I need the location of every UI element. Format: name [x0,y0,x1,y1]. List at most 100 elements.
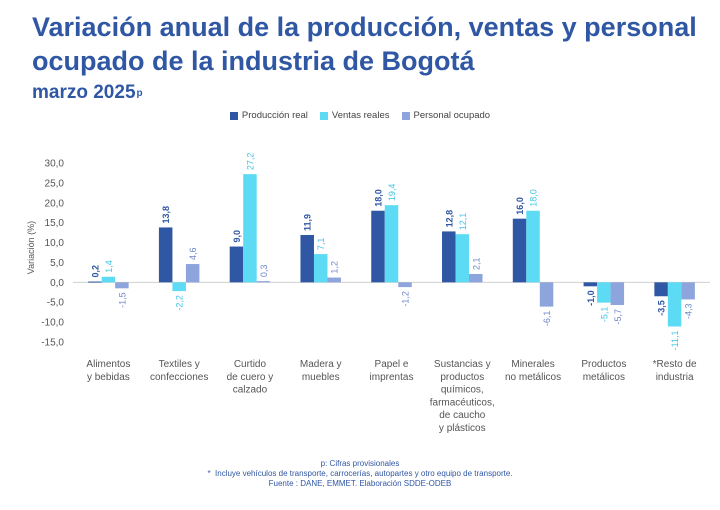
bar-personal [115,282,129,289]
bar-produccion [371,210,385,283]
bar-personal [610,282,625,306]
category-label: muebles [302,372,340,383]
category-label: Papel e [375,359,409,370]
y-tick-label: 5,0 [50,258,64,269]
data-label-ventas: 7,1 [316,238,326,251]
subtitle-text: marzo 2025 [32,82,136,103]
provisional-mark: p [136,88,143,99]
category-label: productos [440,372,484,383]
bar-personal [327,277,341,283]
category-label: imprentas [370,372,414,383]
bar-personal [469,273,483,283]
y-tick-label: 10,0 [45,238,65,249]
data-label-produccion: 16,0 [515,197,525,215]
page-subtitle: marzo 2025p [32,82,143,104]
bar-produccion [158,227,173,283]
legend-item-produccion: Producción real [229,110,308,121]
data-label-produccion: 12,8 [444,210,454,228]
bar-personal [398,282,412,288]
data-label-personal: 2,1 [471,257,481,270]
category-label: Productos [581,359,626,370]
legend-label-produccion: Producción real [241,110,308,121]
bar-produccion [442,231,456,283]
y-tick-label: 25,0 [45,178,65,189]
data-label-ventas: 12,1 [458,213,468,231]
legend-swatch-ventas [319,111,328,120]
bar-personal [185,264,200,283]
category-label: químicos, [441,385,484,396]
data-label-personal: -1,2 [401,291,411,307]
bar-produccion [654,282,668,297]
data-label-personal: 1,2 [330,261,340,274]
bar-ventas [313,254,328,283]
data-label-ventas: 1,4 [104,260,114,273]
data-label-produccion: 13,8 [161,206,171,224]
data-label-ventas: 27,2 [245,153,255,171]
category-label: farmacéuticos, [430,397,495,408]
category-label: y bebidas [87,372,130,383]
bar-produccion [583,282,598,287]
category-label: Curtido [234,359,267,370]
category-label: de cuero y [227,372,274,383]
category-label: de caucho [439,410,486,421]
category-label: Minerales [511,359,554,370]
data-label-produccion: 9,0 [232,230,242,243]
bar-ventas [526,210,540,283]
data-label-personal: -4,3 [684,303,694,319]
legend-item-ventas: Ventas reales [319,110,390,121]
category-label: y plásticos [439,423,486,434]
y-tick-label: 0,0 [50,278,64,289]
bar-produccion [300,234,314,283]
data-label-personal: -6,1 [542,311,552,327]
y-tick-label: -5,0 [47,298,65,309]
y-tick-label: -15,0 [41,338,64,349]
data-label-produccion: -3,5 [657,300,667,316]
data-label-personal: 4,6 [188,248,198,261]
bar-ventas [384,205,399,283]
data-label-produccion: 0,2 [90,265,100,278]
footnote-resto-industria: * Incluye vehículos de transporte, carro… [207,469,513,478]
y-tick-label: 20,0 [45,198,65,209]
data-label-ventas: 18,0 [529,189,539,207]
category-label: calzado [233,385,268,396]
y-tick-label: -10,0 [41,318,64,329]
y-axis-label: Variación (%) [26,221,36,274]
data-label-personal: -1,5 [117,292,127,308]
bar-ventas [597,282,611,303]
legend-swatch-produccion [229,111,238,120]
bar-chart: Variación (%) 30,0 25,0 20,0 15,0 10,0 5,0 0,0 -… [26,153,710,434]
category-label: metálicos [583,372,625,383]
y-tick-label: 30,0 [45,159,65,170]
data-label-ventas: -11,1 [670,330,680,350]
data-label-personal: 0,3 [259,265,269,278]
data-label-produccion: 18,0 [374,189,384,207]
legend-label-personal: Personal ocupado [413,110,491,121]
category-label: *Resto de [653,359,697,370]
legend-label-ventas: Ventas reales [331,110,390,121]
data-label-produccion: -1,0 [586,290,596,306]
chart-legend: Producción real Ventas reales Personal o… [0,110,720,121]
legend-item-personal: Personal ocupado [401,110,491,121]
category-label: Sustancias y [434,359,491,370]
bar-produccion [88,281,102,283]
bar-personal [681,282,695,300]
footnote-source: Fuente : DANE, EMMET. Elaboración SDDE-O… [268,479,452,488]
footnote-provisional: p: Cifras provisionales [320,459,400,468]
category-label: no metálicos [505,372,561,383]
bar-ventas [172,282,186,292]
page-title: Variación anual de la producción, ventas… [32,12,697,76]
category-label: Madera y [300,359,342,370]
bar-ventas [101,276,116,283]
data-label-produccion: 11,9 [303,214,313,231]
footer-notes: p: Cifras provisionales * Incluye vehícu… [0,459,720,489]
category-label: industria [656,372,694,383]
bar-ventas [455,234,470,283]
bar-ventas [667,282,682,327]
category-label: Textiles y [159,359,200,370]
y-tick-label: 15,0 [45,218,65,229]
data-label-ventas: -2,2 [175,295,185,311]
legend-swatch-personal [401,111,410,120]
category-label: confecciones [150,372,208,383]
bar-produccion [229,246,244,283]
data-label-personal: -5,7 [613,309,623,325]
